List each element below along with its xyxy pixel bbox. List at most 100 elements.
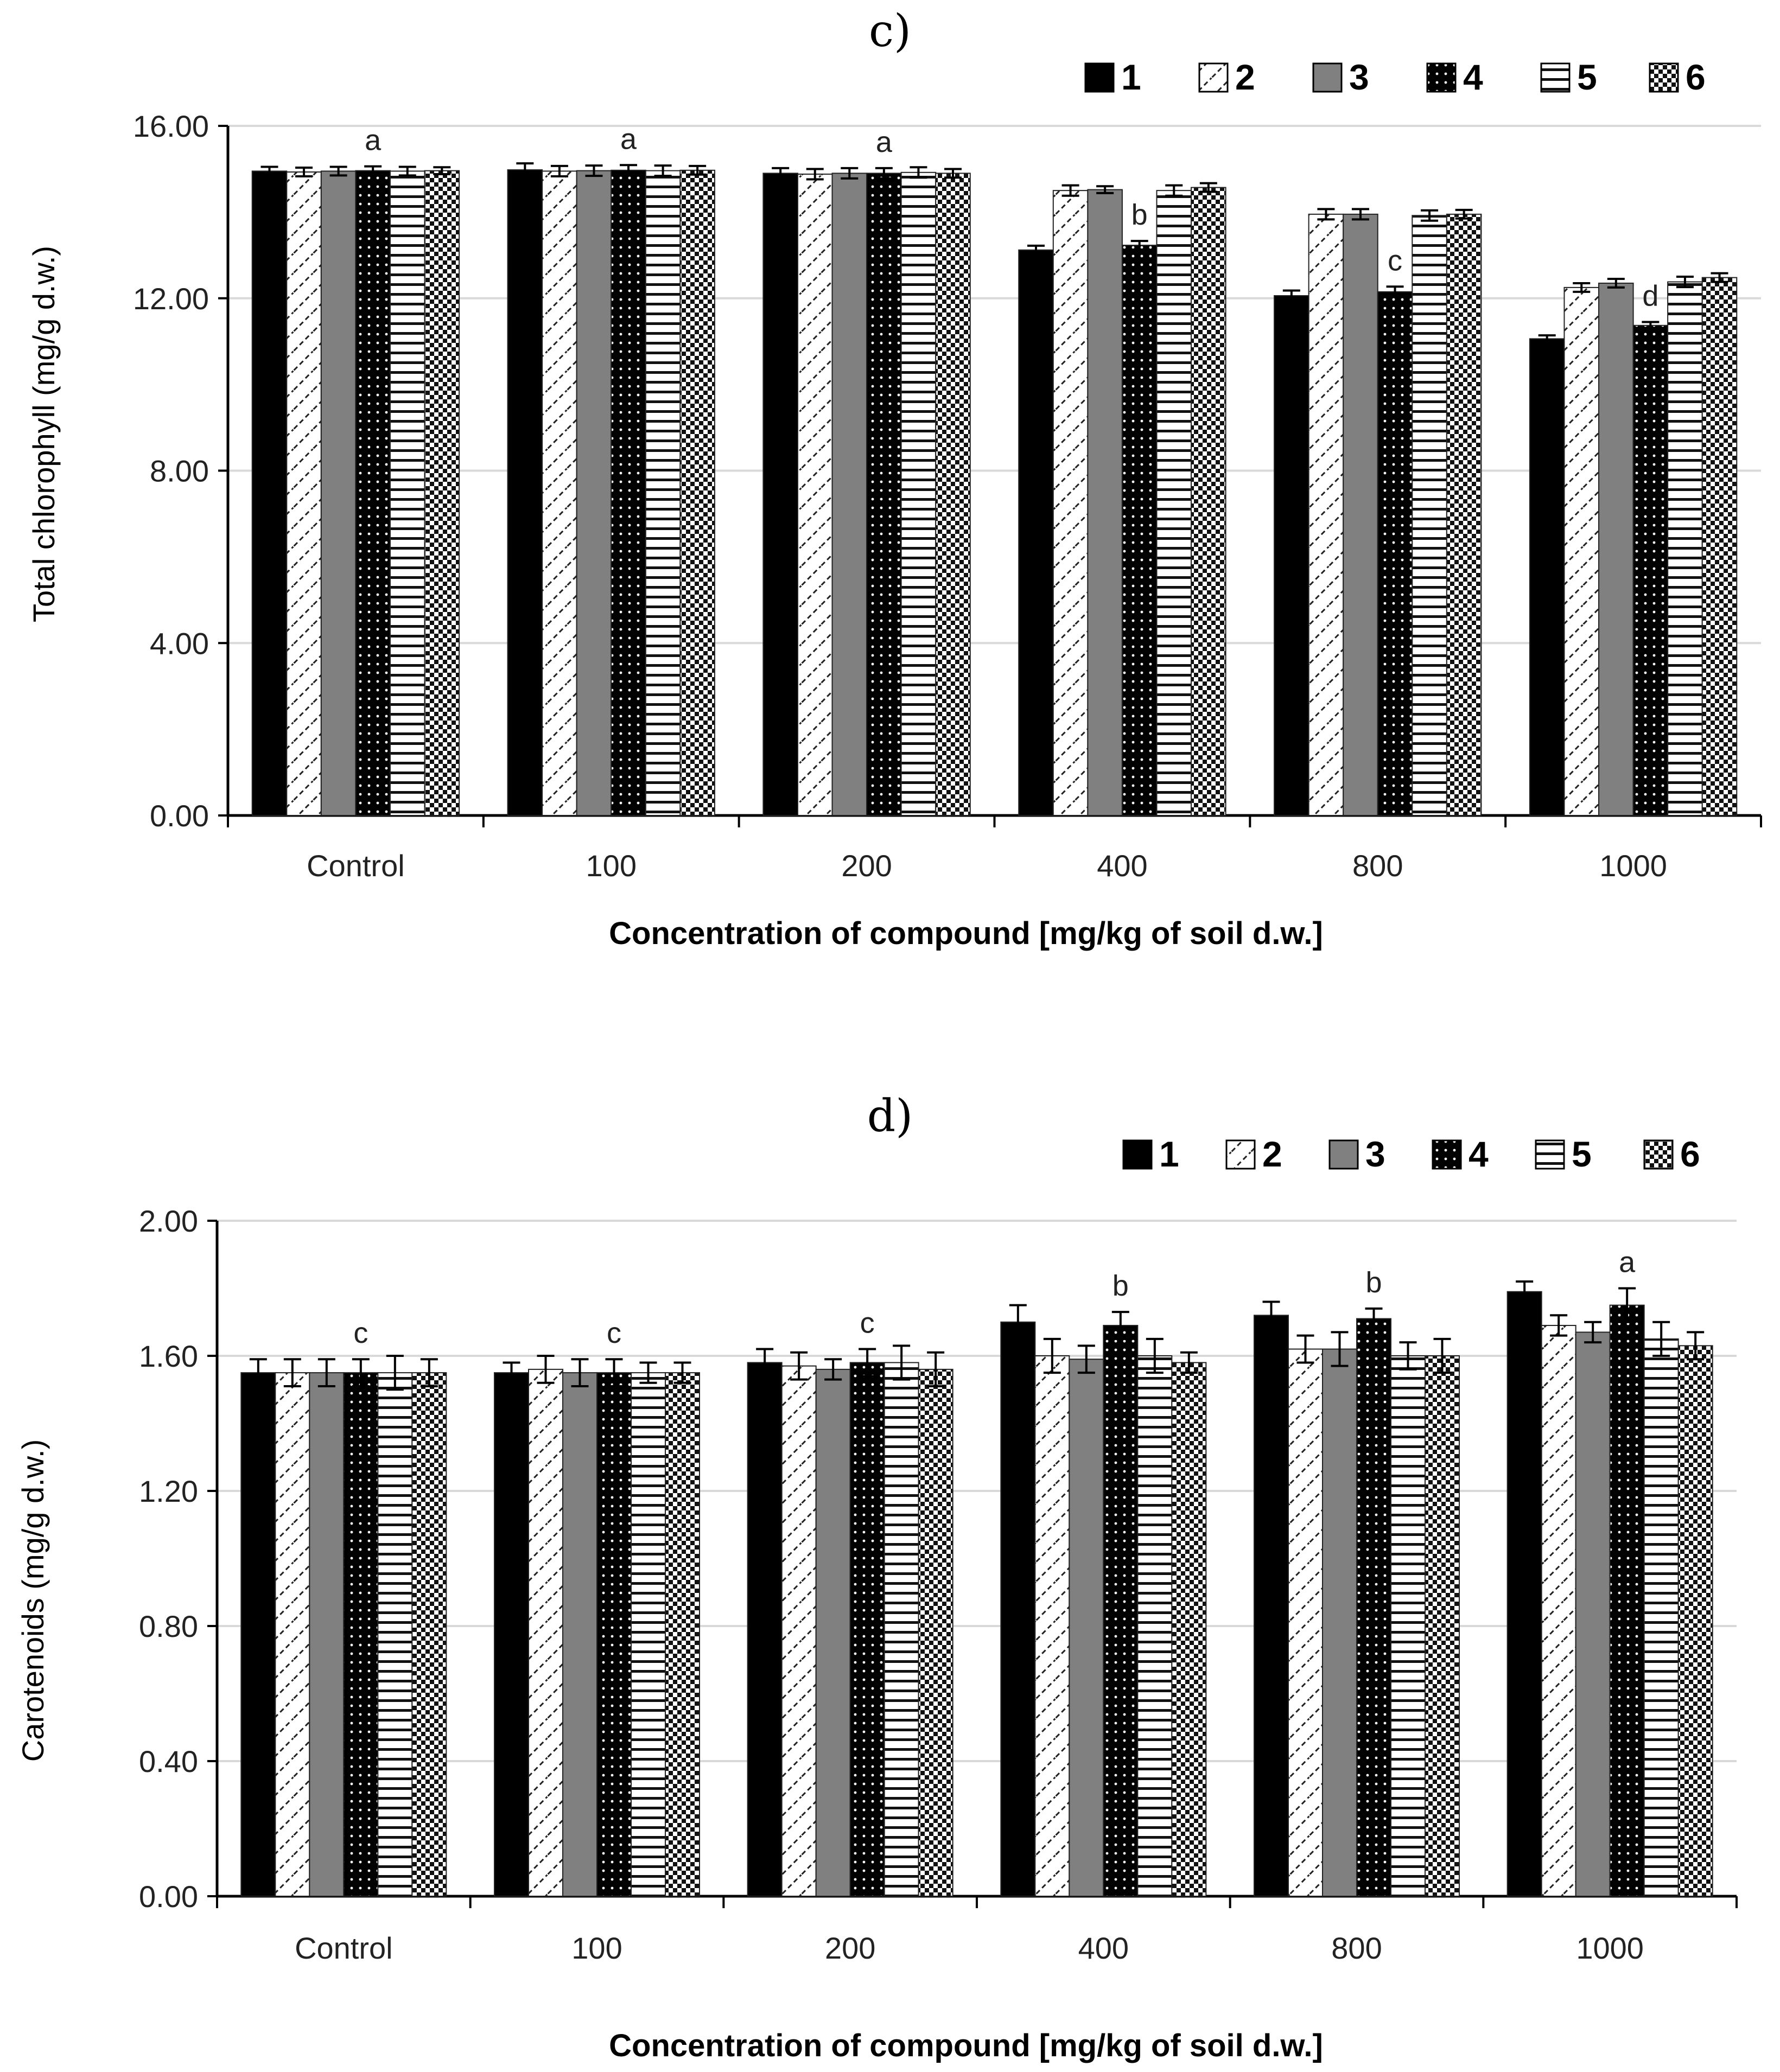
chart-total-chlorophyll: c) a a a b c d 0.00 4.00 8.00 12.00 16.00 Control 1…: [27, 5, 1762, 951]
legend-item-6: 6: [1649, 57, 1706, 97]
error-bar: [516, 162, 534, 177]
error-bar: [1199, 182, 1217, 193]
bar-series-5-200: [883, 1362, 919, 1897]
error-bar: [1027, 244, 1045, 256]
x-tick-label: 1000: [1576, 1931, 1644, 1965]
bar-series-1-Control: [251, 170, 288, 816]
bar-series-1-100: [507, 169, 543, 816]
error-bar: [1642, 321, 1660, 330]
error-bar: [1365, 1307, 1383, 1330]
error-bar: [1687, 1331, 1705, 1361]
error-bar: [1573, 282, 1591, 293]
gridlines: [217, 1220, 1737, 1762]
error-bar: [1146, 1337, 1164, 1374]
bar-series-5-100: [645, 170, 681, 816]
error-bar: [790, 1351, 808, 1381]
bar-series-5-400: [1156, 190, 1192, 816]
tick-labels: 0.00 0.40 0.80 1.20 1.60 2.00 Control 100 200 400…: [139, 1204, 1644, 1965]
bar-series-4-200: [849, 1362, 885, 1897]
error-bars: [260, 162, 1728, 343]
bar-series-1-1000: [1529, 338, 1565, 816]
error-bar: [317, 1358, 335, 1388]
bar-series-5-1000: [1643, 1338, 1679, 1897]
legend-swatch: [1225, 1139, 1256, 1170]
error-bar: [1296, 1334, 1314, 1364]
legend-label: 6: [1686, 57, 1706, 97]
bar-series-4-800: [1356, 1318, 1391, 1897]
x-tick-label: 200: [841, 849, 892, 883]
bar-series-2-200: [797, 173, 833, 817]
legend-swatch: [1198, 62, 1229, 93]
legend-label: 5: [1572, 1134, 1592, 1174]
legend-item-2: 2: [1225, 1134, 1282, 1174]
y-tick-label: 0.40: [139, 1744, 198, 1778]
error-bar: [433, 166, 451, 175]
x-tick-label: 800: [1331, 1931, 1382, 1965]
panel-label: c): [869, 5, 911, 57]
error-bar: [283, 1358, 301, 1388]
legend-swatch: [1328, 1139, 1359, 1170]
bar-series-4-400: [1121, 245, 1158, 816]
legend-item-3: 3: [1312, 57, 1369, 97]
error-bar: [1331, 1331, 1349, 1367]
error-bar: [503, 1361, 520, 1384]
significance-letter: a: [1619, 1246, 1636, 1279]
bar-series-2-1000: [1563, 286, 1600, 816]
bar-series-3-400: [1087, 189, 1123, 816]
error-bar: [1652, 1321, 1670, 1357]
axes: [207, 1220, 1738, 1908]
legend-swatch: [1643, 1139, 1674, 1170]
significance-letter: c: [607, 1317, 621, 1349]
error-bar: [1111, 1311, 1129, 1340]
legend-item-4: 4: [1426, 57, 1483, 97]
error-bar: [1516, 1280, 1534, 1303]
bar-series-5-400: [1137, 1355, 1173, 1897]
y-tick-label: 0.80: [139, 1609, 198, 1643]
bar-series-4-100: [596, 1372, 632, 1897]
bar-series-3-100: [576, 170, 612, 816]
x-tick-label: 800: [1352, 849, 1403, 883]
bar-series-1-100: [494, 1372, 529, 1897]
error-bar: [1607, 278, 1625, 289]
bar-series-3-Control: [320, 170, 357, 816]
bar-series-5-Control: [389, 170, 425, 816]
bar-series-5-1000: [1667, 281, 1703, 816]
y-axis-title: Total chlorophyll (mg/g d.w.): [27, 246, 61, 622]
bar-series-4-800: [1377, 291, 1413, 816]
bar-series-4-Control: [343, 1372, 379, 1897]
significance-letter: c: [353, 1317, 368, 1349]
error-bar: [1165, 184, 1183, 197]
bar-series-3-800: [1343, 213, 1378, 816]
bar-series-3-1000: [1575, 1331, 1611, 1897]
error-bar: [1077, 1344, 1095, 1374]
bar-series-5-Control: [377, 1372, 413, 1897]
error-bar: [550, 164, 568, 177]
bar-series-4-Control: [355, 170, 391, 816]
error-bar: [605, 1358, 623, 1388]
legend-label: 2: [1235, 57, 1255, 97]
error-bar: [944, 168, 962, 179]
bar-series-4-100: [611, 169, 646, 816]
error-bar: [1676, 276, 1694, 289]
legend-item-5: 5: [1535, 1134, 1592, 1174]
error-bar: [295, 167, 313, 177]
bar-series-6-200: [935, 173, 971, 817]
x-tick-label: Control: [295, 1931, 393, 1965]
bar-series-2-200: [781, 1365, 817, 1897]
error-bar: [772, 167, 790, 180]
error-bar: [249, 1358, 267, 1388]
legend-label: 1: [1159, 1134, 1179, 1174]
error-bar: [1386, 285, 1404, 298]
error-bar: [639, 1361, 657, 1384]
error-bar: [1282, 289, 1300, 302]
error-bar: [1538, 334, 1556, 343]
y-tick-label: 2.00: [139, 1204, 198, 1238]
error-bar: [1009, 1304, 1027, 1340]
error-bar: [1317, 208, 1335, 221]
bar-series-2-1000: [1541, 1324, 1576, 1897]
significance-letter: a: [365, 124, 382, 157]
bar-series-5-800: [1412, 215, 1447, 817]
x-tick-label: 400: [1097, 849, 1147, 883]
bar-series-6-Control: [411, 1372, 447, 1897]
